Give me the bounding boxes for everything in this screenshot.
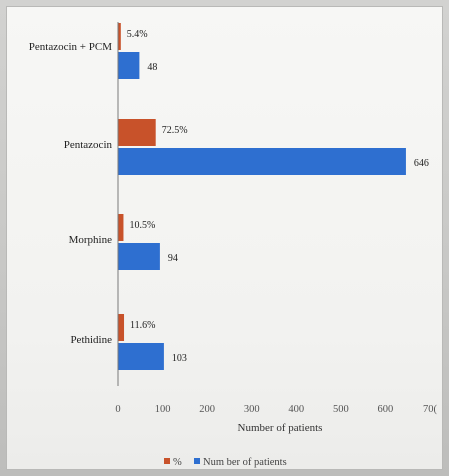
x-tick-label-1: 100 <box>155 404 171 415</box>
bar-patients-morphine <box>118 243 160 270</box>
bar-percent-pentazocin <box>118 119 156 146</box>
legend-swatch-patients <box>194 458 200 464</box>
category-label-pentazocin-pcm: Pentazocin + PCM <box>29 41 112 53</box>
legend-label-patients: Num ber of patients <box>203 457 287 468</box>
bar-patients-pentazocin <box>118 148 406 175</box>
value-label-percent-morphine: 10.5% <box>129 220 155 231</box>
bar-patients-pentazocin-pcm <box>118 52 140 79</box>
x-tick-label-0: 0 <box>115 404 120 415</box>
value-label-patients-pentazocin: 646 <box>414 158 429 169</box>
value-label-patients-morphine: 94 <box>168 253 178 264</box>
legend-swatch-percent <box>164 458 170 464</box>
x-tick-label-4: 400 <box>288 404 304 415</box>
bar-percent-pethidine <box>118 314 125 341</box>
x-tick-label-2: 200 <box>199 404 215 415</box>
value-label-percent-pentazocin-pcm: 5.4% <box>127 29 148 40</box>
x-axis-title: Number of patients <box>238 422 323 434</box>
bar-patients-pethidine <box>118 343 164 370</box>
category-label-pentazocin: Pentazocin <box>64 139 113 151</box>
x-tick-label-6: 600 <box>378 404 394 415</box>
value-label-patients-pentazocin-pcm: 48 <box>147 62 157 73</box>
bar-percent-morphine <box>118 214 124 241</box>
value-label-percent-pethidine: 11.6% <box>130 320 155 331</box>
bar-percent-pentazocin-pcm <box>118 23 121 50</box>
category-label-pethidine: Pethidine <box>70 334 112 346</box>
category-label-morphine: Morphine <box>69 234 113 246</box>
x-tick-label-5: 500 <box>333 404 349 415</box>
chart-paper <box>6 6 443 470</box>
legend-label-percent: % <box>173 457 182 468</box>
legend: % Num ber of patients <box>164 457 287 468</box>
value-label-patients-pethidine: 103 <box>172 353 187 364</box>
value-label-percent-pentazocin: 72.5% <box>162 125 188 136</box>
x-tick-label-7: 70( <box>423 404 438 415</box>
x-tick-label-3: 300 <box>244 404 260 415</box>
